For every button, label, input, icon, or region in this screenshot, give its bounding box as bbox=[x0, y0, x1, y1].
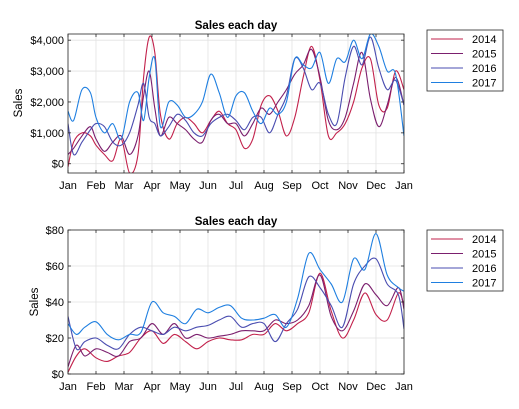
chart-bottom: Jan Feb Mar Apr May Jun Jul Aug Sep Oct Nov Dec Jan$… bbox=[29, 216, 504, 393]
legend-label-2016: 2016 bbox=[472, 263, 496, 275]
series-line-2016 bbox=[68, 257, 404, 351]
x-tick-label: Jan bbox=[395, 381, 413, 393]
y-tick-label: $3,000 bbox=[30, 66, 64, 78]
chart-top: Jan Feb Mar Apr May Jun Jul Aug Sep Oct Nov Dec Jan $… bbox=[13, 20, 504, 192]
x-tick-label: Dec bbox=[366, 381, 386, 393]
x-tick-label: Apr bbox=[143, 180, 160, 192]
x-tick-label: Apr bbox=[143, 381, 160, 393]
y-tick-label: $0 bbox=[52, 159, 64, 171]
x-tick-label: Feb bbox=[87, 180, 106, 192]
x-tick-label: Oct bbox=[311, 381, 328, 393]
y-tick-label: $80 bbox=[46, 225, 64, 237]
x-tick-label: May bbox=[170, 381, 191, 393]
chart-title: Sales each day bbox=[195, 20, 278, 32]
series-group bbox=[68, 34, 404, 173]
y-tick-label: $0 bbox=[52, 369, 64, 381]
x-tick-label: May bbox=[170, 180, 191, 192]
x-tick-label: Jul bbox=[229, 381, 243, 393]
x-tick-label: Nov bbox=[338, 180, 358, 192]
x-tick-label: Mar bbox=[115, 381, 134, 393]
x-tick-label: Nov bbox=[338, 381, 358, 393]
x-tick-label: Jun bbox=[199, 180, 217, 192]
y-tick-label: $2,000 bbox=[30, 97, 64, 109]
legend-label-2014: 2014 bbox=[472, 34, 496, 46]
x-tick-label: Dec bbox=[366, 180, 386, 192]
y-axis-label: Sales bbox=[13, 88, 25, 117]
legend: 2014 2015 2016 2017 bbox=[426, 29, 504, 92]
y-tick-label: $20 bbox=[46, 333, 64, 345]
y-tick-label: $60 bbox=[46, 261, 64, 273]
x-tick-label: Jan bbox=[59, 381, 77, 393]
chart-title: Sales each day bbox=[195, 216, 278, 228]
y-tick-label: $1,000 bbox=[30, 128, 64, 140]
x-tick-label: Jul bbox=[229, 180, 243, 192]
x-tick-label: Jan bbox=[59, 180, 77, 192]
x-tick-label: Aug bbox=[254, 381, 274, 393]
x-tick-label: Jun bbox=[199, 381, 217, 393]
x-tick-label: Mar bbox=[115, 180, 134, 192]
legend-label-2016: 2016 bbox=[472, 63, 496, 75]
legend-box bbox=[426, 29, 504, 92]
x-tick-label: Jan bbox=[395, 180, 413, 192]
grid bbox=[67, 34, 405, 173]
legend-label-2015: 2015 bbox=[472, 249, 496, 261]
series-line-2015 bbox=[68, 48, 404, 156]
series-line-2016 bbox=[68, 36, 404, 156]
y-tick-label: $4,000 bbox=[30, 35, 64, 47]
x-tick-label: Feb bbox=[87, 381, 106, 393]
series-line-2017 bbox=[68, 233, 404, 341]
legend-label-2017: 2017 bbox=[472, 78, 496, 90]
legend-label-2017: 2017 bbox=[472, 278, 496, 290]
x-tick-label: Oct bbox=[311, 180, 328, 192]
y-tick-label: $40 bbox=[46, 297, 64, 309]
legend-label-2015: 2015 bbox=[472, 49, 496, 61]
legend: 2014 2015 2016 2017 bbox=[426, 229, 504, 292]
y-axis-label: Sales bbox=[29, 287, 41, 316]
legend-label-2014: 2014 bbox=[472, 234, 496, 246]
series-group bbox=[68, 233, 404, 373]
legend-box bbox=[426, 229, 504, 292]
series-line-2017 bbox=[68, 34, 404, 140]
x-tick-label: Sep bbox=[282, 381, 302, 393]
series-line-2015 bbox=[68, 274, 404, 367]
x-tick-label: Aug bbox=[254, 180, 274, 192]
x-tick-label: Sep bbox=[282, 180, 302, 192]
